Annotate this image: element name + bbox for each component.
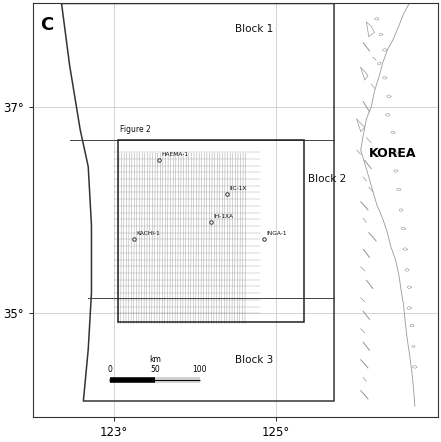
Text: Block 1: Block 1 (235, 24, 273, 34)
Text: Figure 2: Figure 2 (120, 125, 150, 133)
Text: km: km (149, 355, 161, 364)
Text: Block 3: Block 3 (235, 355, 273, 365)
Text: KOREA: KOREA (369, 147, 416, 160)
Text: 0: 0 (108, 365, 112, 374)
Text: INGA-1: INGA-1 (266, 231, 287, 236)
Text: 50: 50 (150, 365, 160, 374)
Bar (118, 140, 304, 321)
Text: KACHI-1: KACHI-1 (137, 231, 161, 236)
Text: C: C (40, 16, 53, 34)
Text: 100: 100 (192, 365, 207, 374)
Text: IIC-1X: IIC-1X (230, 187, 247, 191)
Text: HAEMA-1: HAEMA-1 (161, 152, 188, 157)
Text: Block 2: Block 2 (308, 174, 347, 184)
Text: IH-1XA: IH-1XA (213, 214, 234, 219)
